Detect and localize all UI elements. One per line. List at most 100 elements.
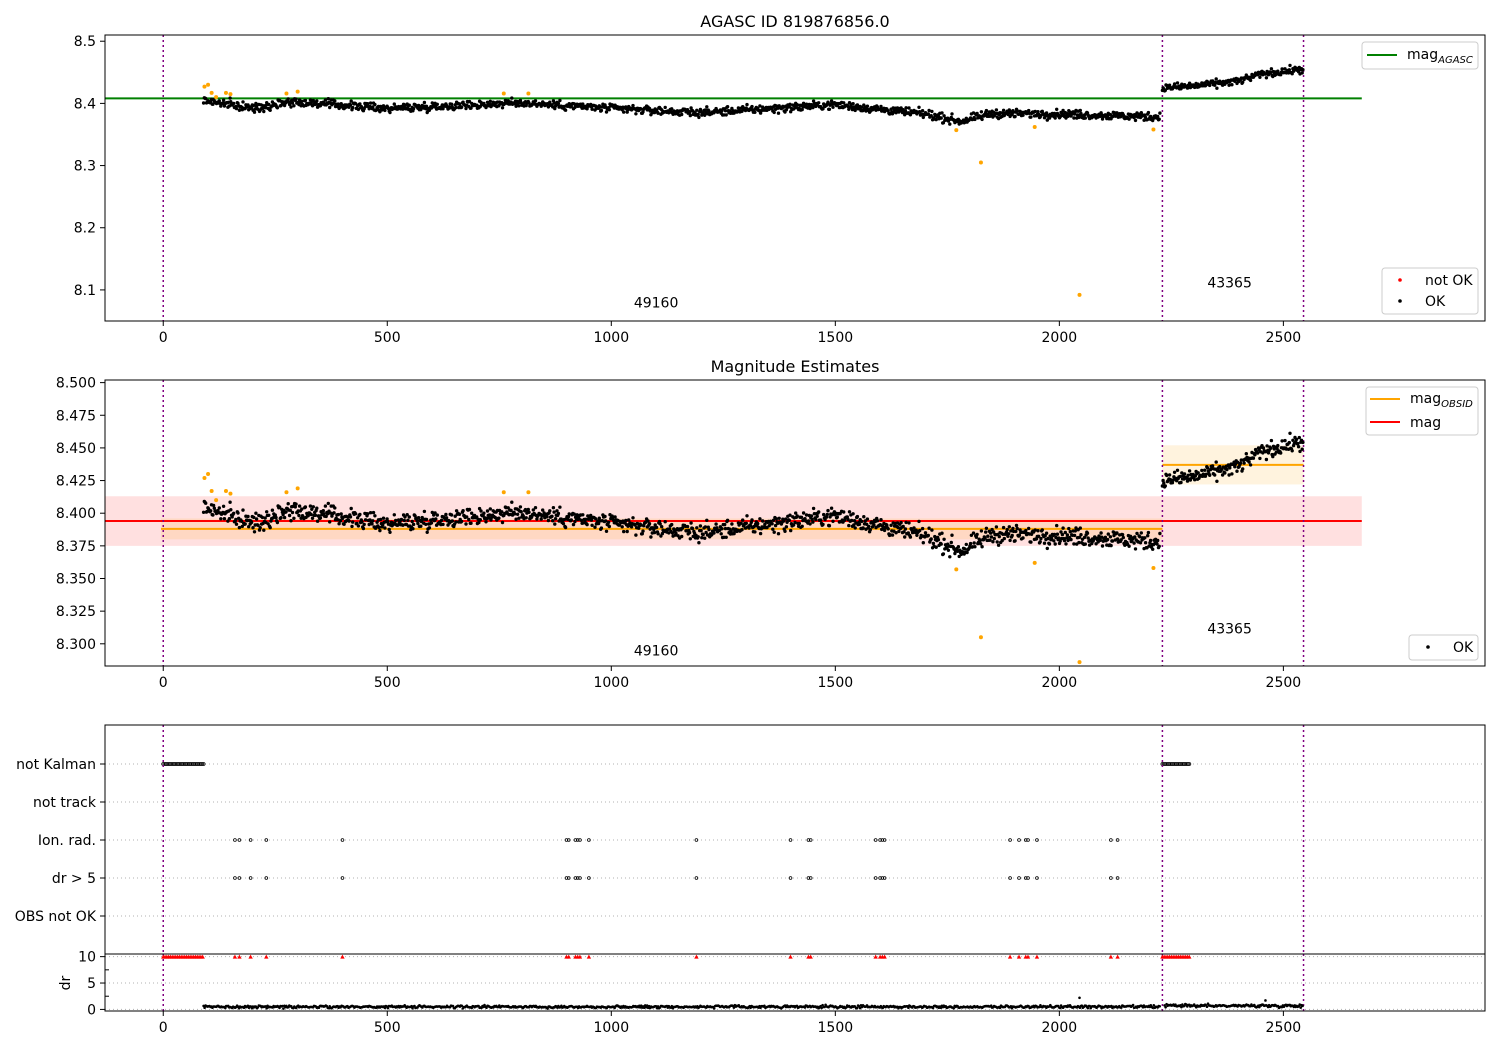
data-point: [407, 515, 411, 519]
flag-marker: [1109, 876, 1113, 880]
data-point: [515, 512, 520, 516]
data-point: [360, 520, 364, 524]
data-point: [1251, 456, 1256, 460]
data-point: [464, 106, 468, 111]
data-point: [885, 523, 889, 527]
flag-row-label: Ion. rad.: [38, 833, 96, 849]
data-point: [347, 519, 351, 523]
x-tick-label: 1500: [818, 675, 854, 691]
data-point: [882, 528, 887, 533]
data-point: [1064, 542, 1068, 546]
data-point: [371, 519, 375, 523]
data-point: [697, 115, 701, 120]
data-point: [1002, 536, 1006, 541]
data-point: [1127, 117, 1131, 121]
data-point: [1230, 83, 1234, 87]
flagged-point: [223, 90, 228, 95]
data-point: [1298, 449, 1302, 454]
data-point: [1065, 533, 1070, 537]
data-point: [315, 506, 319, 510]
data-point: [801, 101, 806, 106]
data-point: [1258, 75, 1262, 80]
dr-point: [1299, 1006, 1302, 1009]
data-point: [939, 116, 943, 120]
data-point: [1044, 111, 1049, 115]
data-point: [333, 99, 337, 103]
data-point: [407, 103, 411, 107]
data-point: [212, 506, 216, 510]
data-point: [469, 106, 473, 110]
flag-marker: [882, 876, 887, 880]
data-point: [234, 522, 239, 526]
data-point: [281, 512, 285, 517]
data-point: [262, 109, 266, 114]
data-point: [265, 510, 269, 514]
data-point: [756, 521, 760, 526]
flag-marker: [201, 762, 206, 766]
data-point: [696, 535, 700, 539]
y-tick-label: 8.350: [56, 572, 96, 588]
x-tick-label: 2000: [1042, 330, 1078, 346]
data-point: [1133, 535, 1137, 539]
dr-flag-marker: [340, 954, 345, 959]
data-point: [821, 522, 825, 527]
data-point: [561, 521, 566, 526]
data-point: [1021, 113, 1025, 117]
data-point: [286, 502, 290, 506]
flag-row-label: OBS not OK: [15, 909, 97, 925]
data-point: [204, 501, 208, 505]
data-point: [535, 517, 539, 521]
data-point: [1098, 538, 1103, 542]
data-point: [855, 514, 860, 519]
data-point: [275, 106, 280, 110]
dr-point: [386, 1006, 390, 1010]
data-point: [229, 100, 233, 104]
data-point: [1143, 541, 1148, 545]
data-point: [879, 518, 883, 522]
data-point: [969, 533, 974, 537]
data-point: [652, 530, 657, 535]
flagged-point: [978, 160, 983, 165]
data-point: [1301, 440, 1305, 445]
data-point: [1279, 451, 1283, 455]
data-point: [1187, 469, 1192, 473]
data-point: [918, 528, 922, 533]
data-point: [607, 524, 611, 529]
data-point: [297, 513, 301, 518]
dr-point: [1301, 1004, 1304, 1008]
flag-marker: [578, 838, 582, 842]
data-point: [584, 517, 588, 521]
data-point: [401, 523, 405, 527]
data-point: [808, 106, 812, 111]
data-point: [288, 508, 292, 512]
data-point: [908, 113, 913, 117]
data-point: [553, 106, 557, 111]
data-point: [1008, 538, 1012, 543]
panel-1-plot: 49160 43365 0 500 1000 1500 2000 2500 8.1 8.2 8.3 8…: [74, 34, 1362, 346]
data-point: [424, 522, 428, 526]
data-point: [1061, 108, 1065, 113]
data-point: [556, 511, 561, 516]
data-point: [1013, 114, 1017, 119]
data-point: [729, 529, 733, 533]
data-point: [1121, 535, 1126, 540]
data-point: [1001, 108, 1006, 113]
data-point: [1007, 525, 1011, 529]
flag-marker: [878, 838, 882, 842]
data-point: [1033, 109, 1037, 114]
data-point: [282, 103, 287, 108]
data-point: [670, 107, 674, 111]
data-point: [1055, 532, 1060, 536]
data-point: [975, 532, 979, 537]
dr-point: [763, 1004, 766, 1008]
data-point: [1230, 472, 1234, 476]
data-point: [800, 107, 804, 112]
data-point: [252, 515, 256, 520]
data-point: [267, 102, 271, 107]
data-point: [725, 518, 730, 522]
data-point: [470, 511, 474, 515]
flag-marker: [808, 838, 813, 842]
y-tick-label: 5: [87, 976, 96, 992]
data-point: [424, 517, 429, 522]
data-point: [388, 530, 392, 534]
